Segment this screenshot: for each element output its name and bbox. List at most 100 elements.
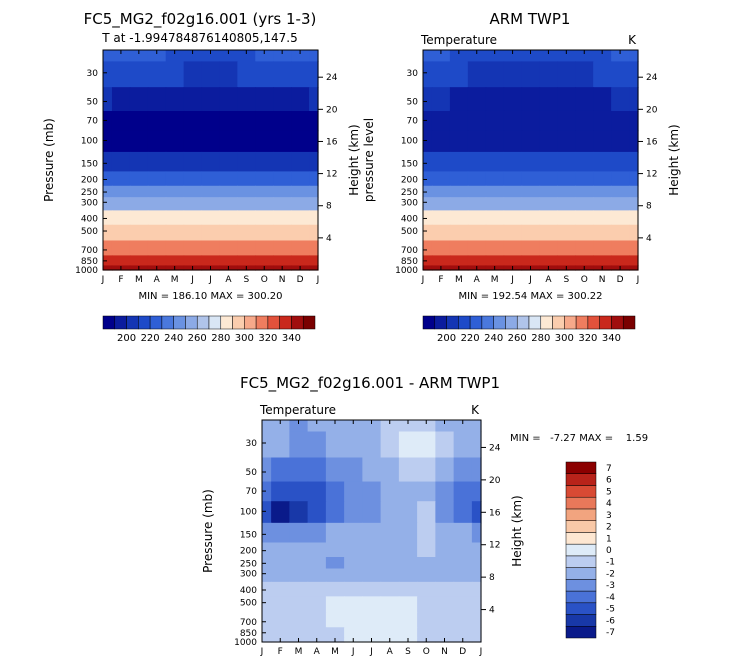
colorbar-label: 0	[606, 546, 612, 556]
field-cell	[262, 481, 272, 502]
field-cell	[307, 457, 327, 483]
colorbar-label: 200	[117, 333, 136, 344]
field-cell	[398, 501, 418, 524]
field-cell	[557, 171, 576, 187]
field-cell	[521, 130, 541, 153]
field-cell	[485, 50, 505, 63]
field-cell	[431, 210, 451, 226]
field-cell	[593, 224, 612, 242]
field-cell	[219, 224, 238, 242]
field-cell	[417, 457, 436, 483]
field-cell	[453, 522, 473, 544]
field-cell	[111, 210, 131, 226]
field-cell	[309, 210, 319, 226]
y-axis-label: Pressure (mb)	[42, 118, 56, 202]
field-cell	[431, 255, 451, 267]
field-cell	[503, 255, 523, 267]
field-cell	[521, 87, 541, 112]
colorbar-swatch	[208, 315, 222, 330]
field-cell	[539, 171, 558, 187]
panel-1: J F M A M J J A S O N D J305070100150200250300400500…	[42, 49, 361, 344]
field-cell	[344, 457, 363, 483]
field-cell	[165, 110, 185, 132]
field-cell	[325, 501, 345, 524]
field-cell	[557, 185, 576, 198]
field-cell	[262, 596, 272, 613]
colorbar-swatch	[599, 315, 612, 330]
field-cell	[380, 501, 400, 524]
colorbar: 200 220 240 260 280 300 320 340	[102, 315, 316, 344]
field-cell	[471, 431, 482, 459]
colorbar-swatch	[528, 315, 542, 330]
colorbar-swatch	[458, 315, 471, 330]
y-tick-label: 1000	[395, 266, 418, 276]
y2-tick-label: 8	[489, 573, 495, 583]
field-cell	[307, 431, 327, 459]
colorbar-label: -2	[606, 569, 615, 579]
field-cell	[629, 87, 639, 112]
field-cell	[557, 224, 576, 242]
field-cell	[435, 431, 455, 459]
colorbar-swatch	[565, 614, 597, 627]
field-cell	[471, 627, 482, 638]
field-cell	[309, 185, 319, 198]
field-cell	[289, 481, 309, 502]
field-cell	[325, 612, 345, 628]
colorbar-swatch	[232, 315, 245, 330]
field-cell	[291, 151, 310, 173]
field-cell	[255, 224, 274, 242]
field-cell	[431, 61, 451, 88]
y-axis-label: Pressure (mb)	[201, 489, 215, 573]
y-tick-label: 50	[407, 98, 419, 108]
field-cell	[325, 596, 345, 613]
field-cell	[431, 240, 451, 257]
field-cell	[380, 420, 400, 433]
field-cell	[271, 596, 290, 613]
field-cell	[325, 542, 345, 558]
field-cell	[593, 130, 612, 153]
field-cell	[271, 501, 290, 524]
field-cell	[271, 481, 290, 502]
y-tick-label: 400	[81, 214, 98, 224]
field-cell	[423, 185, 433, 198]
field-cell	[237, 61, 256, 88]
field-cell	[219, 171, 238, 187]
x-tick-label: N	[279, 275, 286, 285]
field-cell	[362, 542, 382, 558]
field-cell	[255, 61, 274, 88]
field-cell	[485, 171, 505, 187]
field-cell	[344, 627, 363, 638]
field-cell	[417, 501, 436, 524]
field-cell	[255, 110, 274, 132]
field-cell	[219, 197, 238, 211]
field-cell	[417, 522, 436, 544]
y2-tick-label: 16	[489, 508, 501, 518]
field-cell	[575, 171, 594, 187]
x-tick-label: J	[510, 275, 514, 285]
field-cell	[309, 240, 319, 257]
x-tick-label: O	[423, 647, 430, 657]
field-cell	[219, 185, 238, 198]
field-cell	[325, 420, 345, 433]
field-cell	[611, 50, 630, 63]
x-tick-label: J	[351, 647, 355, 657]
field-cell	[183, 171, 203, 187]
field-cell	[435, 457, 455, 483]
colorbar-swatch	[267, 315, 280, 330]
field-cell	[521, 61, 541, 88]
y-tick-label: 1000	[234, 638, 257, 648]
field-cell	[380, 568, 400, 583]
field-cell	[201, 197, 221, 211]
field-cell	[593, 240, 612, 257]
field-cell	[467, 197, 487, 211]
field-cell	[129, 171, 149, 187]
field-cell	[291, 87, 310, 112]
colorbar-swatch	[587, 315, 600, 330]
x-tick-label: A	[154, 275, 161, 285]
colorbar-label: -6	[606, 616, 615, 626]
y-tick-label: 250	[81, 188, 98, 198]
field-cell	[273, 171, 292, 187]
field-cell	[380, 481, 400, 502]
field-cell	[593, 61, 612, 88]
colorbar-swatch	[565, 485, 597, 498]
